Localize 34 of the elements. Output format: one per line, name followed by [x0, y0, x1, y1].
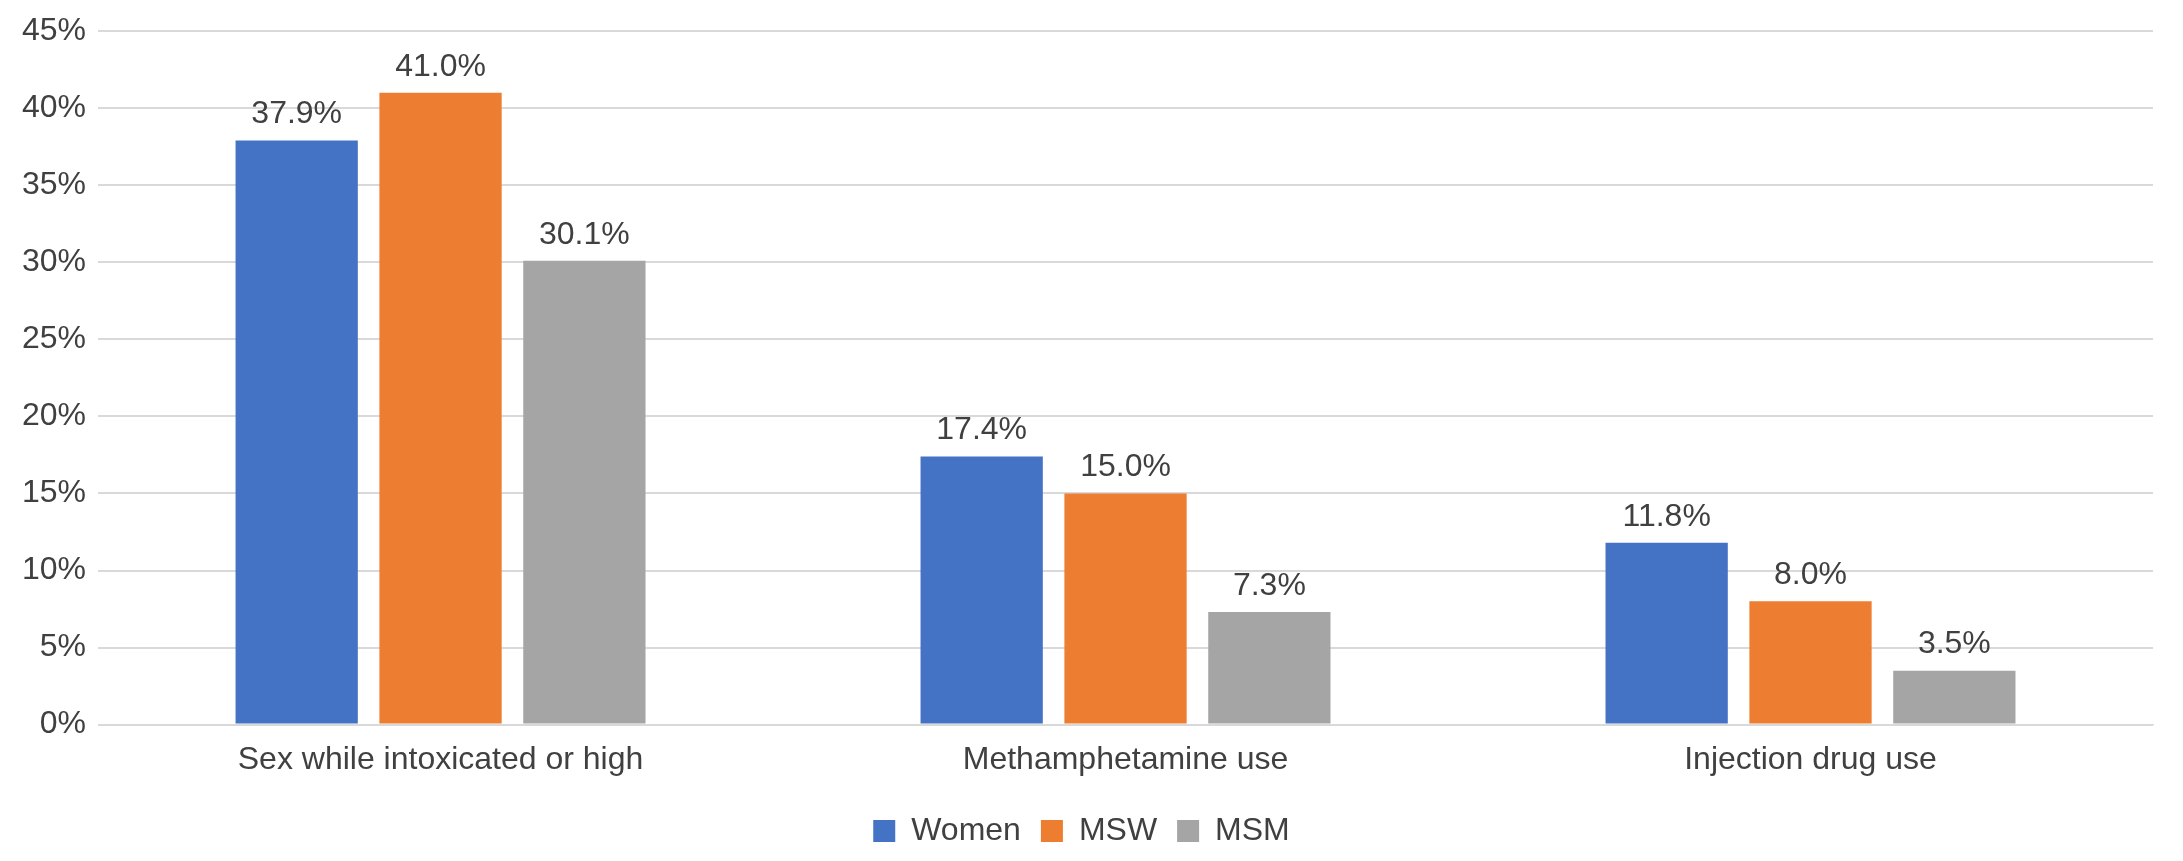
x-tick-label: Methamphetamine use: [962, 739, 1289, 776]
data-label: 37.9%: [251, 94, 343, 131]
legend-label: Women: [911, 810, 1021, 847]
y-tick-label: 15%: [22, 473, 87, 510]
bar: [235, 140, 358, 724]
bar: [1605, 542, 1728, 724]
data-label: 7.3%: [1232, 565, 1306, 602]
legend-label: MSW: [1078, 810, 1158, 847]
y-tick-label: 20%: [22, 396, 87, 433]
data-label: 8.0%: [1774, 555, 1847, 592]
legend-label: MSM: [1215, 810, 1290, 847]
data-label: 41.0%: [395, 46, 486, 83]
bar: [523, 260, 646, 724]
data-label: 11.8%: [1622, 496, 1711, 533]
y-tick-label: 45%: [22, 11, 87, 48]
bar: [920, 456, 1043, 724]
y-tick-label: 30%: [22, 242, 87, 279]
y-tick-label: 10%: [22, 550, 87, 587]
y-tick-label: 35%: [22, 165, 87, 202]
y-tick-label: 5%: [39, 627, 87, 664]
x-tick-label: Sex while intoxicated or high: [237, 739, 644, 776]
bar: [1749, 601, 1872, 724]
y-tick-label: 0%: [39, 704, 87, 741]
data-label: 15.0%: [1080, 447, 1171, 484]
data-label: 3.5%: [1917, 624, 1991, 661]
bar: [1893, 670, 2016, 724]
bar: [1208, 612, 1331, 724]
bar: [379, 92, 502, 724]
x-tick-label: Injection drug use: [1684, 739, 1937, 776]
y-tick-label: 40%: [22, 88, 87, 125]
bar: [1064, 493, 1187, 724]
data-label: 17.4%: [936, 410, 1028, 447]
data-label: 30.1%: [539, 214, 630, 251]
y-tick-label: 25%: [22, 319, 87, 356]
